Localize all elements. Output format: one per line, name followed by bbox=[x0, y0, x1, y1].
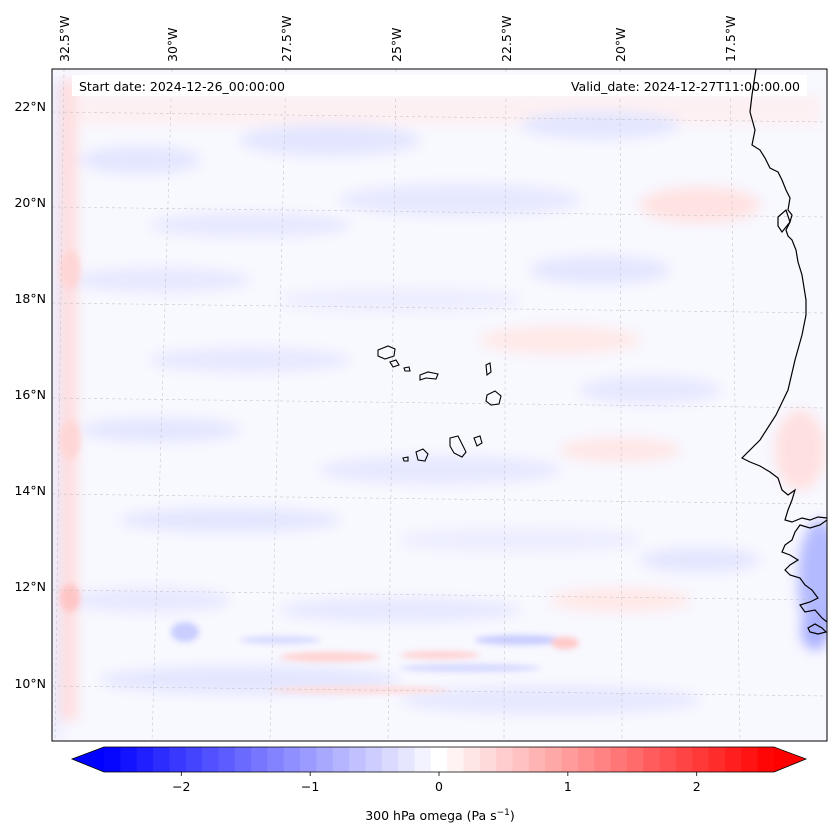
colorbar-label-end: ) bbox=[510, 808, 515, 823]
colorbar-cell bbox=[610, 747, 628, 772]
colorbar-label-exponent: −1 bbox=[497, 808, 510, 818]
colorbar-tick-label: 2 bbox=[693, 779, 701, 794]
colorbar-cell bbox=[724, 747, 742, 772]
island-santo-antao bbox=[377, 345, 396, 360]
colorbar-cell bbox=[251, 747, 269, 772]
colorbar-tick-label: 0 bbox=[435, 779, 443, 794]
colorbar-outline bbox=[70, 746, 808, 773]
colorbar-cell bbox=[169, 747, 187, 772]
colorbar-cell bbox=[577, 747, 595, 772]
colorbar-cell bbox=[512, 747, 530, 772]
lon-label-20w: 20°W bbox=[613, 27, 628, 62]
colorbar-cell bbox=[104, 747, 121, 772]
colorbar: −2 −1 0 1 2 300 hPa omega (Pa s−1) bbox=[70, 746, 808, 823]
longitude-labels: 32.5°W 30°W 27.5°W 25°W 22.5°W 20°W 17.5… bbox=[57, 16, 738, 62]
colorbar-cell bbox=[594, 747, 612, 772]
island-brava bbox=[402, 456, 409, 462]
colorbar-cells bbox=[104, 747, 775, 772]
lon-label-22-5w: 22.5°W bbox=[499, 16, 514, 62]
colorbar-cell bbox=[267, 747, 285, 772]
colorbar-cell bbox=[447, 747, 465, 772]
latitude-labels: 22°N 20°N 18°N 16°N 14°N 12°N 10°N bbox=[14, 99, 46, 691]
graticule bbox=[51, 68, 828, 742]
colorbar-cell bbox=[528, 747, 546, 772]
island-boa-vista bbox=[485, 390, 502, 406]
colorbar-cell bbox=[692, 747, 710, 772]
coastline bbox=[740, 69, 827, 635]
colorbar-cell bbox=[349, 747, 367, 772]
cape-verde-islands bbox=[377, 345, 502, 462]
lon-label-27-5w: 27.5°W bbox=[279, 16, 294, 62]
island-sal bbox=[485, 362, 492, 377]
colorbar-extend-min bbox=[72, 747, 104, 772]
colorbar-tick-label: −1 bbox=[301, 779, 319, 794]
colorbar-cell bbox=[675, 747, 693, 772]
colorbar-cell bbox=[120, 747, 138, 772]
island-santa-luzia bbox=[403, 366, 411, 372]
island-fogo bbox=[415, 448, 429, 462]
colorbar-cell bbox=[626, 747, 644, 772]
colorbar-cell bbox=[561, 747, 579, 772]
map-panel: Start date: 2024-12-26_00:00:00 Valid_da… bbox=[51, 68, 828, 742]
colorbar-cell bbox=[300, 747, 318, 772]
lat-label-20n: 20°N bbox=[14, 195, 46, 210]
colorbar-cell bbox=[234, 747, 252, 772]
lon-label-32-5w: 32.5°W bbox=[57, 16, 72, 62]
colorbar-tick-label: 1 bbox=[564, 779, 572, 794]
colorbar-cell bbox=[414, 747, 432, 772]
island-maio bbox=[473, 435, 483, 447]
colorbar-cell bbox=[185, 747, 203, 772]
map-frame bbox=[51, 68, 828, 742]
lat-label-18n: 18°N bbox=[14, 291, 46, 306]
colorbar-label-main: 300 hPa omega (Pa s bbox=[365, 808, 496, 823]
island-sao-vicente bbox=[389, 359, 400, 368]
valid-date-label: Valid_date: 2024-12-27T11:00:00.00 bbox=[571, 79, 800, 94]
colorbar-ticks: −2 −1 0 1 2 bbox=[172, 772, 701, 794]
lat-label-12n: 12°N bbox=[14, 579, 46, 594]
lat-label-10n: 10°N bbox=[14, 676, 46, 691]
start-date-label: Start date: 2024-12-26_00:00:00 bbox=[79, 79, 285, 94]
omega-field bbox=[52, 80, 827, 740]
colorbar-cell bbox=[283, 747, 301, 772]
colorbar-cell bbox=[545, 747, 563, 772]
colorbar-cell bbox=[757, 747, 775, 772]
colorbar-cell bbox=[430, 747, 448, 772]
colorbar-cell bbox=[708, 747, 726, 772]
colorbar-cell bbox=[741, 747, 759, 772]
lat-label-16n: 16°N bbox=[14, 387, 46, 402]
colorbar-cell bbox=[365, 747, 383, 772]
colorbar-label: 300 hPa omega (Pa s−1) bbox=[365, 808, 515, 823]
colorbar-cell bbox=[463, 747, 481, 772]
lat-label-14n: 14°N bbox=[14, 483, 46, 498]
lon-label-30w: 30°W bbox=[165, 27, 180, 62]
colorbar-cell bbox=[479, 747, 497, 772]
lat-label-22n: 22°N bbox=[14, 99, 46, 114]
map-header-band bbox=[72, 75, 807, 96]
colorbar-extend-max bbox=[774, 747, 806, 772]
colorbar-cell bbox=[202, 747, 219, 772]
island-santiago bbox=[449, 435, 467, 458]
island-sao-nicolau bbox=[419, 371, 439, 381]
colorbar-cell bbox=[381, 747, 399, 772]
colorbar-cell bbox=[332, 747, 350, 772]
colorbar-cell bbox=[659, 747, 677, 772]
colorbar-cell bbox=[316, 747, 334, 772]
colorbar-cell bbox=[153, 747, 170, 772]
colorbar-cell bbox=[218, 747, 236, 772]
colorbar-tick-label: −2 bbox=[172, 779, 190, 794]
colorbar-cell bbox=[398, 747, 416, 772]
colorbar-cell bbox=[643, 747, 661, 772]
lon-label-17-5w: 17.5°W bbox=[723, 16, 738, 62]
lon-label-25w: 25°W bbox=[389, 27, 404, 62]
colorbar-cell bbox=[136, 747, 154, 772]
colorbar-cell bbox=[496, 747, 514, 772]
omega-blobs-soft bbox=[52, 80, 827, 740]
